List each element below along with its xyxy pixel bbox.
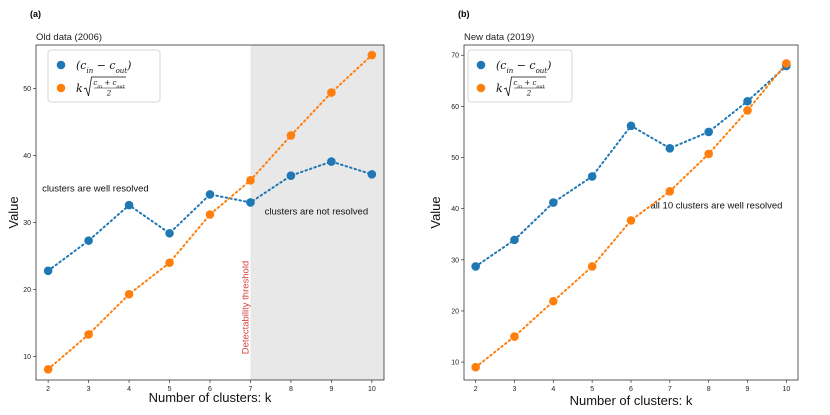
x-tick-label: 2 <box>46 386 50 393</box>
series-line-1 <box>47 160 373 272</box>
legend-box <box>467 49 573 103</box>
data-point-series-1 <box>286 171 296 180</box>
data-point-series-1 <box>665 144 675 153</box>
x-tick-label: 5 <box>168 386 172 393</box>
data-point-series-1 <box>84 236 93 245</box>
x-tick-label: 4 <box>551 386 555 393</box>
chart-title: Old data (2006) <box>36 32 102 43</box>
data-point-series-1 <box>510 235 519 245</box>
y-axis-label: Value <box>6 196 21 228</box>
y-tick-label: 50 <box>23 86 31 93</box>
series-line-2 <box>474 62 788 369</box>
y-tick-label: 20 <box>451 308 459 315</box>
data-point-series-2 <box>626 216 636 225</box>
x-tick-label: 7 <box>668 386 672 393</box>
panel-label: (a) <box>30 9 41 19</box>
data-point-series-2 <box>367 50 377 60</box>
svg-text:cin + cout: cin + cout <box>93 79 125 90</box>
x-axis-label: Number of clusters: k <box>149 390 272 405</box>
data-point-series-2 <box>471 362 480 372</box>
svg-text:k: k <box>496 82 503 95</box>
data-point-series-1 <box>327 157 336 166</box>
x-tick-label: 7 <box>249 386 253 393</box>
x-tick-label: 3 <box>513 386 517 393</box>
data-point-series-1 <box>587 172 597 181</box>
x-tick-label: 8 <box>289 386 293 393</box>
chart-panel-1: Detectability threshold 2 3 4 5 6 7 8 9 10 10 20 30 4… <box>6 9 385 405</box>
legend-marker-1 <box>476 60 486 70</box>
x-tick-label: 3 <box>87 386 91 393</box>
annotation-text: clusters are not resolved <box>265 207 369 218</box>
y-tick-label: 30 <box>23 220 31 227</box>
legend-marker-2 <box>56 83 66 93</box>
data-point-series-1 <box>549 198 558 207</box>
data-point-series-1 <box>124 200 134 210</box>
data-point-series-2 <box>587 262 597 271</box>
x-tick-label: 8 <box>707 386 711 393</box>
panel-label: (b) <box>458 9 470 19</box>
chart-title: New data (2019) <box>464 32 534 43</box>
y-axis-label: Value <box>428 196 443 228</box>
data-point-series-1 <box>704 127 713 137</box>
threshold-label: Detectability threshold <box>240 261 251 354</box>
x-tick-label: 9 <box>746 386 750 393</box>
y-tick-label: 30 <box>451 257 459 264</box>
legend-marker-1 <box>56 60 66 70</box>
y-tick-label: 10 <box>451 360 459 367</box>
legend: (cin − cout)(c_in − c_out)k√((c_in + c_o… <box>467 49 573 103</box>
data-point-series-1 <box>471 262 480 271</box>
x-tick-label: 6 <box>629 386 633 393</box>
data-point-series-1 <box>43 266 53 276</box>
y-tick-label: 40 <box>451 206 459 213</box>
data-point-series-2 <box>246 176 255 185</box>
svg-text:2: 2 <box>526 90 532 98</box>
x-axis-label: Number of clusters: k <box>570 393 693 408</box>
x-tick-label: 10 <box>368 386 376 393</box>
y-tick-label: 40 <box>23 153 31 160</box>
data-point-series-2 <box>327 88 336 97</box>
annotation-text: clusters are well resolved <box>42 184 149 195</box>
x-tick-label: 5 <box>590 386 594 393</box>
data-point-series-2 <box>743 106 752 115</box>
data-point-series-2 <box>124 289 134 299</box>
y-tick-label: 50 <box>451 155 459 162</box>
legend: (cin − cout)(c_in − c_out)k√((c_in + c_o… <box>47 49 161 103</box>
svg-text:k: k <box>76 82 83 95</box>
data-point-series-2 <box>549 296 558 306</box>
x-tick-label: 6 <box>208 386 212 393</box>
data-point-series-1 <box>205 190 215 199</box>
svg-text:2: 2 <box>106 90 112 98</box>
x-tick-label: 4 <box>127 386 131 393</box>
data-point-series-2 <box>84 330 93 339</box>
unresolved-region <box>250 45 384 380</box>
data-point-series-2 <box>205 210 215 219</box>
x-tick-label: 2 <box>474 386 478 393</box>
data-point-series-2 <box>510 332 519 341</box>
y-tick-label: 20 <box>23 287 31 294</box>
data-point-series-2 <box>165 258 174 268</box>
y-tick-label: 10 <box>23 354 31 361</box>
data-point-series-1 <box>626 121 636 131</box>
data-point-series-2 <box>704 149 713 159</box>
data-point-series-1 <box>367 170 377 179</box>
data-point-series-2 <box>665 186 675 196</box>
y-tick-label: 70 <box>451 53 459 60</box>
data-point-series-1 <box>743 96 752 106</box>
data-point-series-1 <box>165 228 174 238</box>
data-point-series-2 <box>43 364 53 374</box>
annotation-text: all 10 clusters are well resolved <box>650 201 782 212</box>
x-tick-label: 10 <box>782 386 790 393</box>
y-tick-label: 60 <box>451 104 459 111</box>
legend-box <box>47 49 161 103</box>
chart-panel-2: 2 3 4 5 6 7 8 9 10 10 20 30 40 50 60 70 (b) New data (201… <box>428 9 799 408</box>
legend-marker-2 <box>476 83 486 93</box>
data-point-series-2 <box>782 59 791 68</box>
x-tick-label: 9 <box>329 386 333 393</box>
data-point-series-2 <box>286 131 296 140</box>
svg-text:cin + cout: cin + cout <box>513 79 545 90</box>
data-point-series-1 <box>246 198 255 207</box>
